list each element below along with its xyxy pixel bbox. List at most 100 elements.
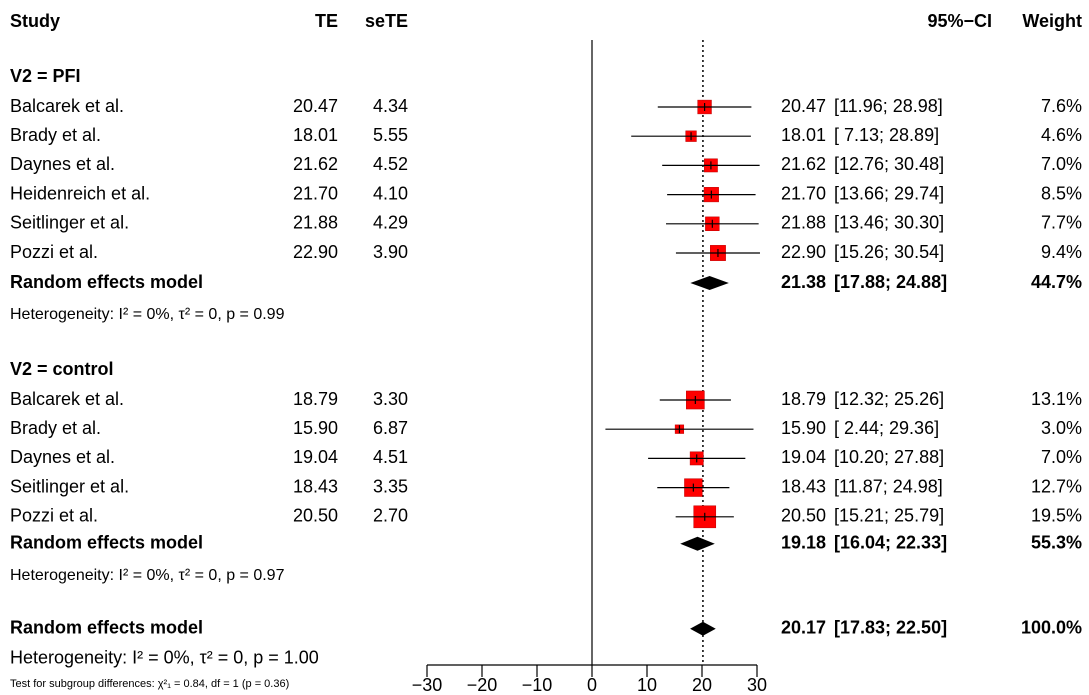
weight-label: 9.4% [1041,242,1082,262]
estimate-label: 22.90 [781,242,826,262]
weight-label: 19.5% [1031,506,1082,526]
estimate-label: 18.79 [781,389,826,409]
x-tick-label: −20 [467,675,498,695]
sete-value: 4.52 [373,154,408,174]
sete-value: 6.87 [373,418,408,438]
ci-label: [11.96; 28.98] [834,96,943,116]
ci-label: [10.20; 27.88] [834,447,944,467]
col-study: Study [10,11,60,31]
estimate-label: 15.90 [781,418,826,438]
sete-value: 3.90 [373,242,408,262]
te-value: 21.88 [293,213,338,233]
te-value: 18.01 [293,125,338,145]
estimate-label: 18.01 [781,125,826,145]
te-value: 18.43 [293,476,338,496]
study-name: Daynes et al. [10,154,115,174]
sete-value: 4.34 [373,96,408,116]
weight-label: 4.6% [1041,125,1082,145]
ci-label: [12.32; 25.26] [834,389,944,409]
x-tick-label: 20 [692,675,712,695]
x-tick-label: −30 [412,675,443,695]
weight-label: 55.3% [1031,533,1082,553]
te-value: 21.62 [293,154,338,174]
study-name: Heidenreich et al. [10,183,150,203]
weight-label: 12.7% [1031,476,1082,496]
subgroup-label: V2 = control [10,359,114,379]
x-tick-label: 30 [747,675,767,695]
te-value: 20.47 [293,96,338,116]
te-value: 19.04 [293,447,338,467]
sete-value: 4.51 [373,447,408,467]
subgroup-label: V2 = PFI [10,66,81,86]
estimate-label: 19.04 [781,447,826,467]
sete-value: 2.70 [373,506,408,526]
col-weight: Weight [1022,11,1082,31]
study-name: Brady et al. [10,125,101,145]
weight-label: 8.5% [1041,183,1082,203]
estimate-label: 19.18 [781,533,826,553]
sete-value: 3.30 [373,389,408,409]
weight-label: 7.6% [1041,96,1082,116]
ci-label: [ 2.44; 29.36] [834,418,939,438]
sete-value: 5.55 [373,125,408,145]
weight-label: 13.1% [1031,389,1082,409]
overall-label: Random effects model [10,618,203,638]
te-value: 20.50 [293,506,338,526]
overall-heterogeneity: Heterogeneity: I² = 0%, τ² = 0, p = 1.00 [10,648,319,668]
study-name: Seitlinger et al. [10,213,129,233]
ci-label: [17.88; 24.88] [834,272,947,292]
study-name: Pozzi et al. [10,506,98,526]
study-name: Brady et al. [10,418,101,438]
diamond [690,621,716,636]
te-value: 22.90 [293,242,338,262]
ci-label: [15.21; 25.79] [834,506,944,526]
estimate-label: 21.62 [781,154,826,174]
estimate-label: 21.38 [781,272,826,292]
ci-label: [12.76; 30.48] [834,154,944,174]
estimate-label: 21.88 [781,213,826,233]
te-value: 18.79 [293,389,338,409]
weight-label: 7.0% [1041,154,1082,174]
heterogeneity: Heterogeneity: I² = 0%, τ² = 0, p = 0.99 [10,306,285,323]
estimate-label: 18.43 [781,476,826,496]
heterogeneity: Heterogeneity: I² = 0%, τ² = 0, p = 0.97 [10,567,285,584]
weight-label: 7.7% [1041,213,1082,233]
weight-label: 3.0% [1041,418,1082,438]
weight-label: 44.7% [1031,272,1082,292]
subgroup-test: Test for subgroup differences: χ²₁ = 0.8… [10,678,289,690]
sete-value: 4.29 [373,213,408,233]
study-name: Balcarek et al. [10,389,124,409]
study-name: Daynes et al. [10,447,115,467]
model-label: Random effects model [10,272,203,292]
study-name: Seitlinger et al. [10,476,129,496]
estimate-label: 20.47 [781,96,826,116]
study-name: Balcarek et al. [10,96,124,116]
sete-value: 4.10 [373,183,408,203]
ci-label: [17.83; 22.50] [834,618,947,638]
ci-label: [15.26; 30.54] [834,242,944,262]
x-tick-label: 0 [587,675,597,695]
x-tick-label: 10 [637,675,657,695]
ci-label: [16.04; 22.33] [834,533,947,553]
study-name: Pozzi et al. [10,242,98,262]
ci-label: [11.87; 24.98] [834,476,943,496]
estimate-label: 20.50 [781,506,826,526]
sete-value: 3.35 [373,476,408,496]
weight-label: 7.0% [1041,447,1082,467]
weight-label: 100.0% [1021,618,1082,638]
x-tick-label: −10 [522,675,553,695]
estimate-label: 21.70 [781,183,826,203]
estimate-label: 20.17 [781,618,826,638]
col-ci: 95%−CI [927,11,992,31]
ci-label: [13.66; 29.74] [834,183,944,203]
diamond [690,276,729,290]
model-label: Random effects model [10,533,203,553]
col-te: TE [315,11,338,31]
diamond [680,536,715,551]
col-sete: seTE [365,11,408,31]
te-value: 15.90 [293,418,338,438]
ci-label: [13.46; 30.30] [834,213,944,233]
te-value: 21.70 [293,183,338,203]
